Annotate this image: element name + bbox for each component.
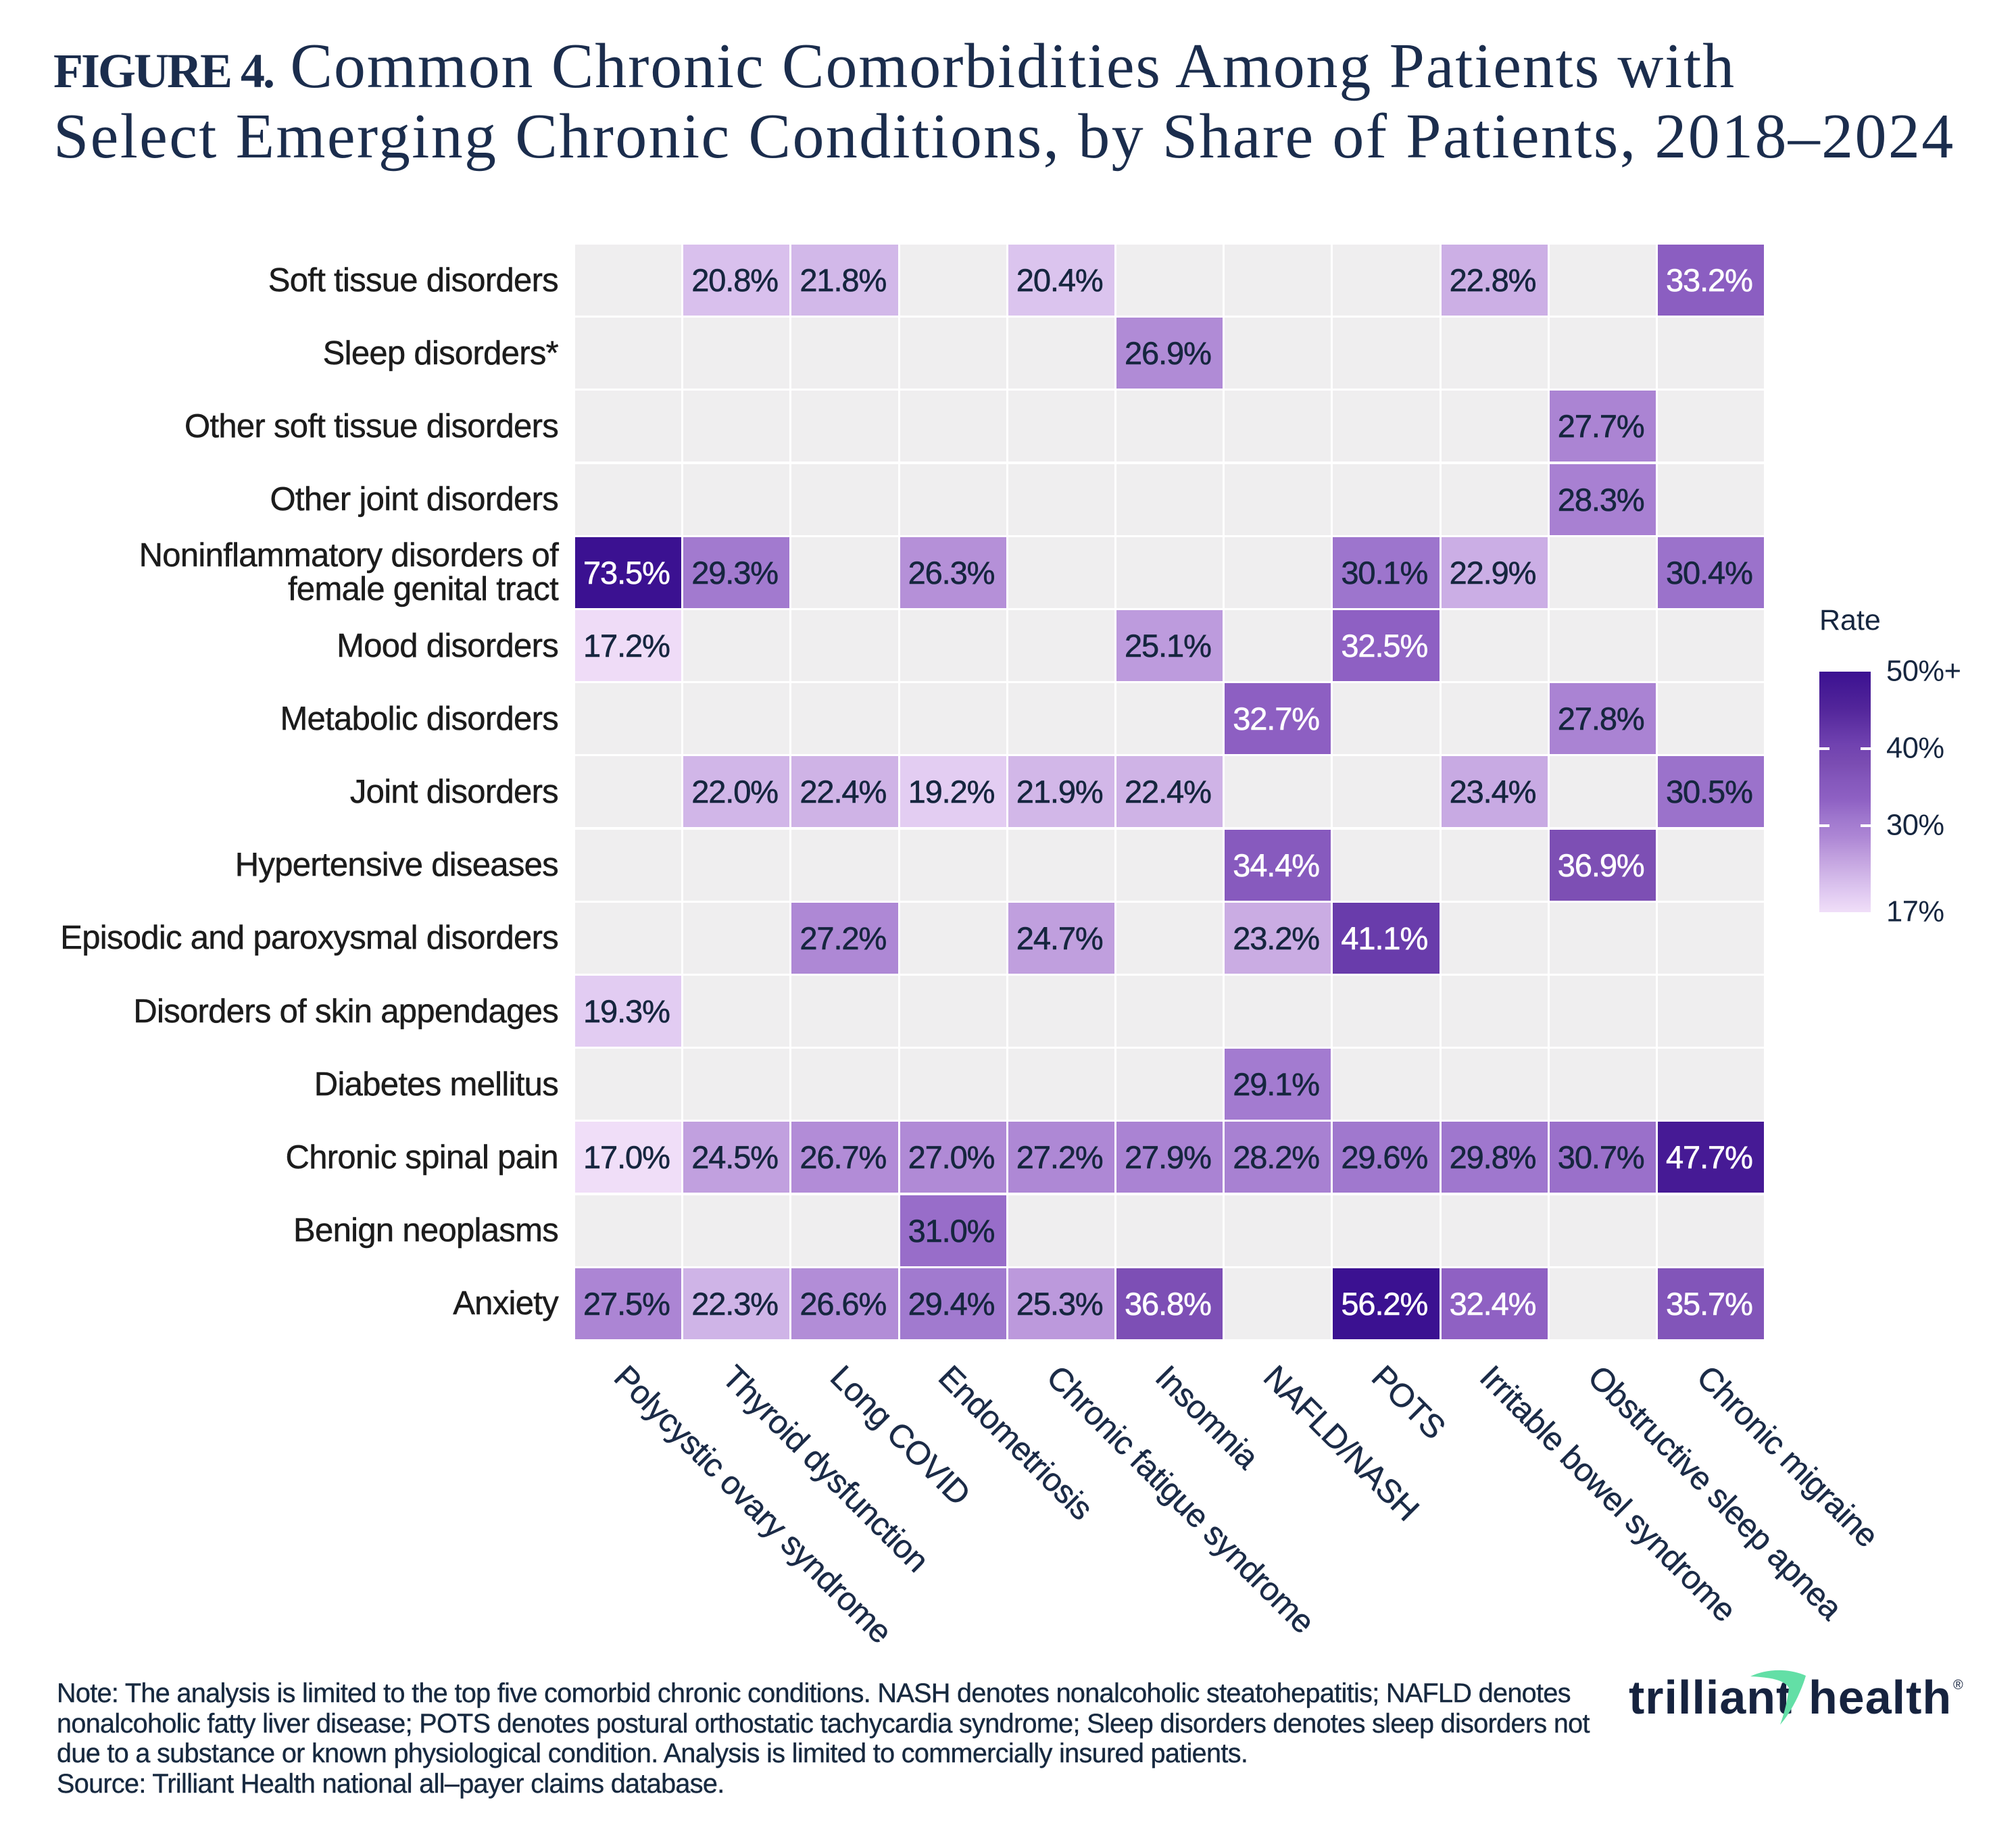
- svg-text:health: health: [1809, 1671, 1952, 1724]
- svg-text:®: ®: [1953, 1678, 1963, 1693]
- svg-text:trilliant: trilliant: [1629, 1671, 1792, 1724]
